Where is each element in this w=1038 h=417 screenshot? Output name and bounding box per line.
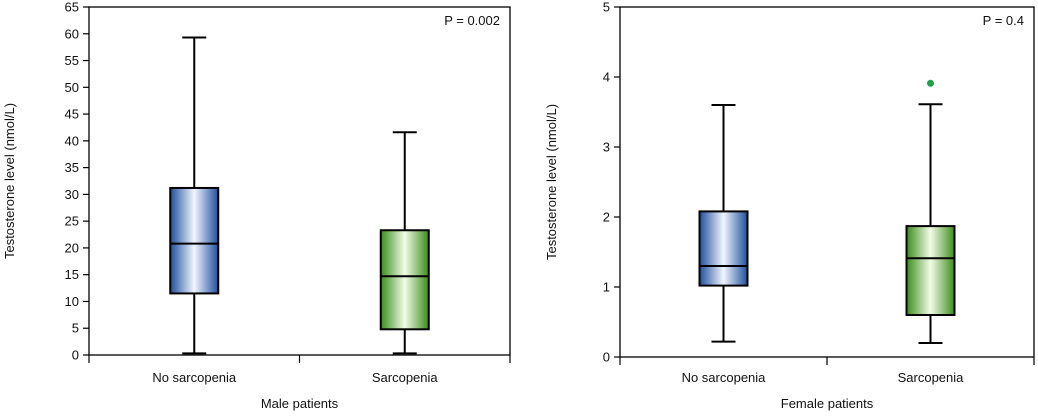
p-value-annotation: P = 0.002 <box>444 13 500 28</box>
iqr-box <box>169 186 220 295</box>
x-category-label: Sarcopenia <box>372 370 439 385</box>
y-tick-label: 60 <box>65 26 79 41</box>
y-tick-label: 25 <box>65 214 79 229</box>
y-tick-label: 30 <box>65 187 79 202</box>
plot-frame <box>88 6 511 356</box>
outlier-point <box>927 79 934 87</box>
y-axis-title: Testosterone level (nmol/L) <box>2 103 17 259</box>
y-tick-label: 2 <box>603 210 610 225</box>
x-axis-title: Male patients <box>261 396 339 411</box>
p-value-annotation: P = 0.4 <box>983 13 1024 28</box>
y-tick-label: 35 <box>65 160 79 175</box>
box-2 <box>905 79 956 344</box>
y-tick-label: 5 <box>603 0 610 15</box>
box-1 <box>698 104 749 343</box>
box-1 <box>169 36 220 355</box>
y-tick-label: 40 <box>65 133 79 148</box>
y-tick-label: 0 <box>603 350 610 365</box>
y-tick-label: 5 <box>72 321 79 336</box>
plot-frame <box>619 6 1035 358</box>
iqr-box <box>905 225 956 317</box>
panel-2: 0 1 2 3 4 5 No sarcopenia Sarcopenia Female pati… <box>544 0 1035 411</box>
y-tick-label: 20 <box>65 240 79 255</box>
y-tick-label: 1 <box>603 280 610 295</box>
x-axis-title: Female patients <box>781 396 874 411</box>
y-tick-label: 65 <box>65 0 79 15</box>
x-category-label: No sarcopenia <box>152 370 237 385</box>
y-tick-label: 15 <box>65 267 79 282</box>
iqr-box <box>379 229 430 331</box>
y-tick-label: 45 <box>65 107 79 122</box>
y-tick-label: 4 <box>603 70 610 85</box>
y-tick-label: 50 <box>65 80 79 95</box>
y-tick-label: 3 <box>603 140 610 155</box>
x-category-label: Sarcopenia <box>898 370 965 385</box>
y-axis-title: Testosterone level (nmol/L) <box>544 104 559 260</box>
y-tick-label: 10 <box>65 294 79 309</box>
box-2 <box>379 131 430 355</box>
iqr-box <box>698 210 749 287</box>
y-tick-label: 0 <box>72 348 79 363</box>
x-category-label: No sarcopenia <box>682 370 767 385</box>
panel-1: 0 5 10 15 20 25 30 35 40 45 50 55 60 65 No sarcopenia S… <box>2 0 511 411</box>
y-tick-label: 55 <box>65 53 79 68</box>
